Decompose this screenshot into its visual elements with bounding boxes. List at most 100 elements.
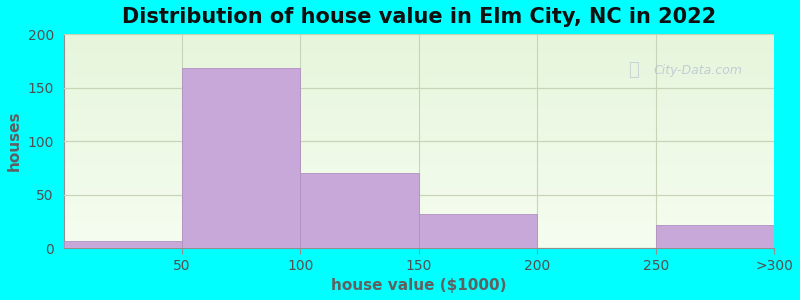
Bar xyxy=(63,200,774,201)
Bar xyxy=(63,84,774,85)
Bar xyxy=(63,239,774,240)
Bar xyxy=(656,224,774,248)
Bar xyxy=(63,130,774,131)
Bar xyxy=(63,195,774,196)
Bar xyxy=(63,36,774,37)
Bar xyxy=(63,175,774,176)
Bar xyxy=(63,244,774,245)
Bar xyxy=(63,226,774,227)
Bar xyxy=(63,97,774,98)
Bar xyxy=(63,161,774,162)
Bar xyxy=(63,128,774,129)
Bar xyxy=(63,224,774,225)
Bar xyxy=(63,137,774,138)
Bar xyxy=(63,234,774,235)
Bar xyxy=(63,119,774,120)
Bar xyxy=(63,58,774,59)
Bar xyxy=(63,187,774,188)
Bar xyxy=(63,179,774,180)
Bar xyxy=(63,123,774,124)
Bar xyxy=(63,112,774,113)
Bar xyxy=(63,143,774,144)
Bar xyxy=(63,77,774,78)
Bar xyxy=(63,185,774,186)
Bar xyxy=(63,230,774,231)
Bar xyxy=(63,145,774,146)
Bar xyxy=(63,96,774,97)
Bar xyxy=(63,169,774,170)
Bar xyxy=(63,61,774,62)
Bar xyxy=(63,212,774,213)
Bar xyxy=(63,57,774,58)
Bar xyxy=(63,216,774,217)
Bar xyxy=(63,136,774,137)
Bar xyxy=(63,122,774,123)
Bar xyxy=(63,95,774,96)
Bar xyxy=(63,115,774,116)
Bar xyxy=(63,34,774,35)
Bar xyxy=(63,176,774,177)
Bar xyxy=(63,105,774,106)
Bar xyxy=(63,193,774,194)
Bar xyxy=(63,98,774,99)
Bar xyxy=(63,240,774,241)
Bar xyxy=(182,68,301,248)
Bar xyxy=(63,114,774,115)
Bar xyxy=(63,147,774,148)
Bar xyxy=(63,202,774,203)
Bar xyxy=(63,171,774,172)
Bar xyxy=(63,156,774,157)
Bar xyxy=(63,89,774,90)
Bar xyxy=(63,92,774,93)
Bar xyxy=(63,141,774,142)
Bar xyxy=(63,94,774,95)
Bar xyxy=(63,53,774,54)
Text: City-Data.com: City-Data.com xyxy=(654,64,742,77)
Bar xyxy=(63,215,774,216)
Bar xyxy=(63,35,774,36)
Bar xyxy=(63,111,774,112)
Bar xyxy=(63,142,774,143)
Bar xyxy=(63,149,774,150)
Bar xyxy=(63,52,774,53)
Bar xyxy=(63,165,774,166)
Bar xyxy=(63,164,774,165)
Bar xyxy=(63,221,774,222)
Bar xyxy=(63,72,774,73)
Bar xyxy=(63,46,774,47)
Bar xyxy=(63,78,774,79)
Bar xyxy=(63,41,774,42)
Bar xyxy=(63,133,774,134)
Bar xyxy=(63,180,774,181)
Bar xyxy=(63,139,774,140)
Bar xyxy=(63,192,774,193)
Bar xyxy=(63,242,774,243)
Bar xyxy=(63,154,774,155)
Bar xyxy=(63,204,774,205)
Bar xyxy=(63,144,774,145)
Bar xyxy=(419,214,538,248)
Bar xyxy=(63,243,774,244)
Bar xyxy=(63,163,774,164)
Bar xyxy=(63,86,774,87)
Bar xyxy=(63,148,774,149)
Bar xyxy=(63,64,774,65)
Bar xyxy=(63,99,774,100)
Bar xyxy=(63,38,774,39)
Bar xyxy=(63,42,774,43)
Bar xyxy=(63,209,774,210)
Bar xyxy=(63,51,774,52)
Bar xyxy=(63,102,774,103)
Bar xyxy=(63,100,774,101)
Bar xyxy=(63,170,774,171)
Bar xyxy=(63,69,774,70)
Bar xyxy=(63,235,774,236)
Bar xyxy=(63,241,774,242)
Bar xyxy=(63,121,774,122)
Bar xyxy=(63,125,774,126)
Text: ⦿: ⦿ xyxy=(629,61,639,80)
Y-axis label: houses: houses xyxy=(7,111,22,171)
Bar xyxy=(63,199,774,200)
Bar xyxy=(63,168,774,169)
Bar xyxy=(63,129,774,130)
